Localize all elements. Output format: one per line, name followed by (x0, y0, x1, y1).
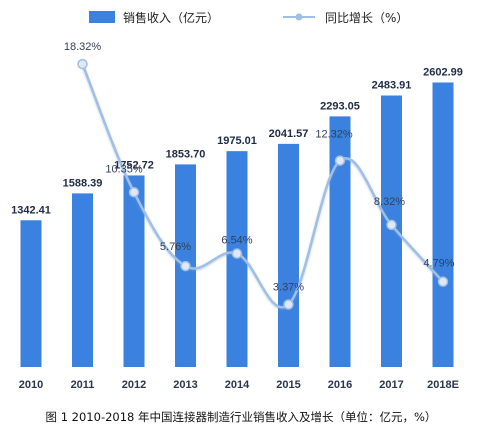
bar-value-labels: 1342.411588.391752.721853.701975.012041.… (11, 66, 463, 216)
growth-label-2016: 12.32% (315, 129, 353, 141)
bar-label-2010: 1342.41 (11, 204, 51, 216)
x-tick-2016: 2016 (328, 379, 352, 391)
bar-2010 (20, 220, 42, 367)
growth-point-2016 (334, 155, 346, 166)
x-tick-2014: 2014 (225, 379, 250, 391)
bar-label-2017: 2483.91 (372, 80, 412, 92)
growth-point-2011 (77, 58, 88, 70)
bar-2018E (432, 82, 454, 367)
bar-2016 (329, 116, 351, 368)
bar-label-2013: 1853.70 (166, 148, 206, 160)
line-value-labels: 18.32% 10.35% 5.76% 6.54% 3.37% 12.32% 8.32% 4.… (64, 41, 455, 293)
chart-caption: 图 1 2010-2018 年中国连接器制造行业销售收入及增长（单位：亿元，%） (46, 410, 437, 424)
growth-point-2014 (231, 248, 243, 259)
growth-label-2017: 8.32% (374, 196, 405, 208)
growth-label-2013: 5.76% (160, 241, 191, 253)
legend-swatch-marker (295, 13, 303, 21)
bar-series (20, 82, 454, 368)
x-tick-2011: 2011 (71, 379, 95, 391)
legend-label-bar: 销售收入（亿元） (123, 10, 219, 25)
bar-label-2011: 1588.39 (63, 177, 103, 189)
bar-2011 (72, 193, 93, 367)
growth-point-2012 (128, 187, 140, 198)
growth-label-2018E: 4.79% (423, 258, 454, 270)
growth-label-2011: 18.32% (64, 41, 102, 53)
x-tick-2013: 2013 (173, 379, 197, 391)
legend-swatch-bar (89, 11, 115, 23)
x-tick-2010: 2010 (19, 379, 43, 391)
bar-2017 (381, 95, 402, 367)
bar-label-2016: 2293.05 (320, 100, 360, 112)
bar-2015 (278, 143, 299, 367)
bar-2012 (123, 175, 145, 367)
legend-label-line: 同比增长（%） (325, 11, 408, 25)
x-tick-2015: 2015 (276, 379, 300, 391)
legend: 销售收入（亿元） 同比增长（%） (89, 10, 408, 25)
line-series (77, 58, 449, 310)
x-tick-2012: 2012 (122, 379, 146, 391)
bar-label-2014: 1975.01 (217, 135, 257, 147)
bar-label-2015: 2041.57 (269, 128, 309, 140)
x-tick-2018E: 2018E (427, 379, 459, 391)
growth-point-2015 (283, 299, 294, 310)
growth-point-2013 (180, 260, 191, 272)
growth-label-2015: 3.37% (273, 282, 304, 294)
growth-label-2014: 6.54% (221, 235, 252, 247)
growth-point-2018E (437, 276, 449, 287)
x-axis-ticks: 2010 2011 2012 2013 2014 2015 2016 2017 2018E (19, 379, 459, 391)
bar-2014 (226, 151, 248, 367)
growth-point-2017 (386, 219, 397, 231)
growth-label-2012: 10.35% (105, 163, 143, 175)
bar-label-2018E: 2602.99 (423, 66, 463, 78)
x-tick-2017: 2017 (379, 379, 403, 391)
